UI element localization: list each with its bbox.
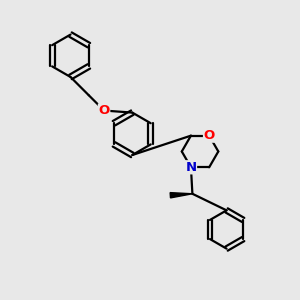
Text: N: N xyxy=(185,161,197,174)
Text: O: O xyxy=(204,129,215,142)
Text: O: O xyxy=(98,104,110,117)
Polygon shape xyxy=(170,193,192,198)
